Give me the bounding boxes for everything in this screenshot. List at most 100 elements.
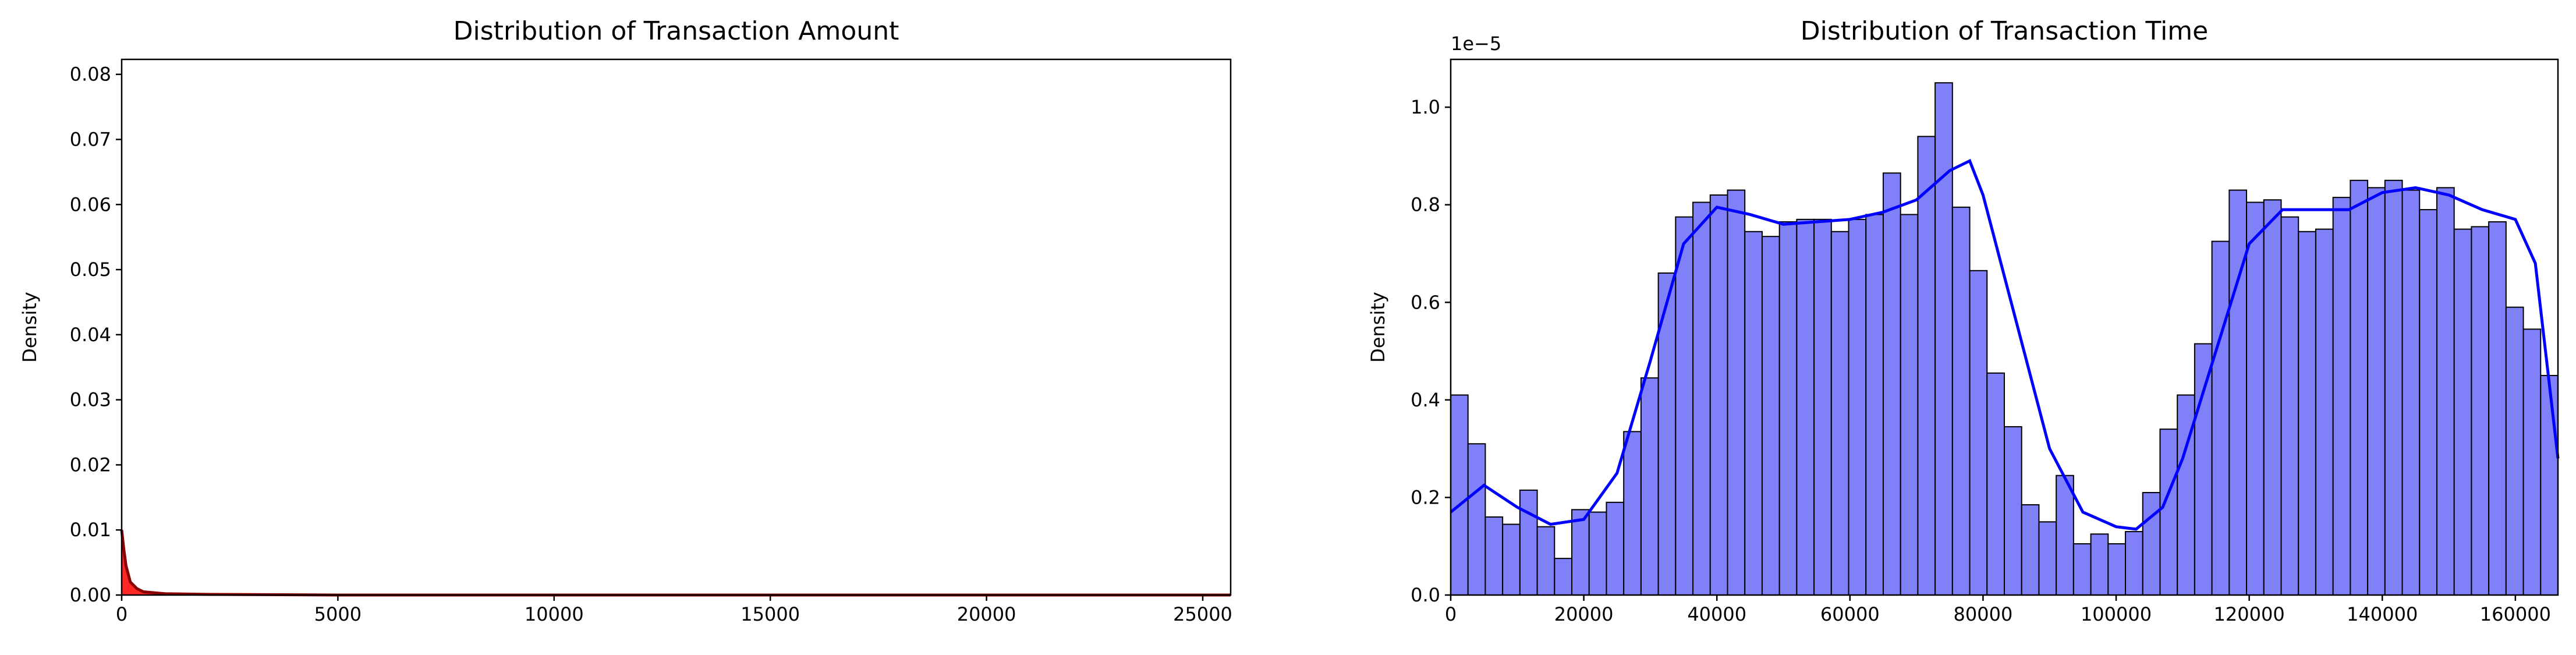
- x-tick-label: 120000: [2214, 603, 2285, 625]
- axes-frame: [121, 58, 1232, 596]
- y-tick-label: 0.03: [70, 389, 111, 411]
- axes-frame: [1450, 58, 2559, 596]
- y-tick-label: 0.4: [1411, 389, 1440, 411]
- histogram-bar: [2350, 179, 2369, 596]
- histogram-bar: [2090, 533, 2109, 596]
- y-tick-label: 0.2: [1411, 486, 1440, 508]
- histogram-bar: [2488, 221, 2507, 596]
- y-tick-label: 0.00: [70, 584, 111, 606]
- x-tick-label: 20000: [1554, 603, 1614, 625]
- histogram-bar: [2419, 209, 2437, 596]
- histogram-bar: [2159, 429, 2178, 596]
- x-tick-label: 0: [116, 603, 127, 625]
- histogram-bar: [1969, 270, 1988, 596]
- histogram-bar: [1778, 221, 1798, 596]
- y-tick-label: 0.04: [70, 324, 111, 346]
- histogram-bar: [2367, 187, 2386, 596]
- y-axis-label: Density: [19, 292, 41, 363]
- histogram-bar: [1606, 501, 1625, 596]
- histogram-bar: [1934, 82, 1953, 596]
- histogram-bar: [2038, 521, 2057, 596]
- histogram-bar: [1900, 214, 1919, 596]
- histogram-bar: [2298, 231, 2316, 596]
- x-tick-label: 0: [1445, 603, 1457, 625]
- histogram-bar: [1709, 194, 1728, 596]
- histogram-bar: [1554, 558, 1573, 596]
- x-tick-label: 100000: [2081, 603, 2152, 625]
- histogram-bar: [2384, 179, 2403, 596]
- histogram-bar: [2401, 189, 2421, 596]
- histogram-bar: [1519, 489, 1538, 596]
- histogram-bar: [2211, 240, 2230, 596]
- y-tick-label: 0.05: [70, 259, 111, 281]
- kde-fill: [122, 530, 1231, 595]
- x-tick-label: 140000: [2347, 603, 2418, 625]
- histogram-bar: [2522, 328, 2542, 596]
- histogram-bar: [1640, 377, 1659, 596]
- y-tick-label: 0.6: [1411, 291, 1440, 313]
- histogram-bar: [1865, 214, 1884, 596]
- histogram-bar: [1675, 216, 1694, 596]
- x-tick-label: 60000: [1820, 603, 1880, 625]
- histogram-bar: [1536, 526, 1555, 596]
- histogram-bar: [2228, 189, 2248, 596]
- histogram-bar: [2332, 197, 2351, 596]
- x-tick-label: 25000: [1173, 603, 1232, 625]
- histogram-bar: [1450, 394, 1469, 596]
- y-tick-label: 0.08: [70, 63, 111, 86]
- histogram-bar: [1502, 523, 1521, 596]
- x-tick-label: 5000: [314, 603, 362, 625]
- histogram-bar: [2315, 228, 2334, 596]
- histogram-bar: [2004, 426, 2022, 596]
- histogram-bar: [1623, 431, 1642, 596]
- histogram-bar: [1692, 201, 1711, 596]
- axis-offset-label: 1e−5: [1451, 33, 1501, 55]
- y-tick-label: 0.06: [70, 193, 111, 215]
- histogram-bar: [2471, 226, 2490, 596]
- chart-title: Distribution of Transaction Amount: [453, 16, 899, 46]
- histogram-bar: [1467, 443, 1486, 596]
- histogram-bar: [1951, 206, 1971, 596]
- kde-line: [1450, 158, 2560, 531]
- histogram-bar: [1986, 372, 2005, 596]
- histogram-bar: [1761, 236, 1780, 596]
- y-tick-label: 0.01: [70, 519, 111, 541]
- histogram-bar: [2540, 374, 2559, 596]
- y-tick-label: 0.8: [1411, 194, 1440, 216]
- histogram-bar: [1744, 231, 1763, 596]
- x-tick-label: 160000: [2480, 603, 2551, 625]
- histogram-bar: [2246, 201, 2265, 596]
- x-tick-label: 80000: [1954, 603, 2013, 625]
- histogram-bar: [2072, 543, 2092, 596]
- histogram-bar: [1813, 218, 1832, 596]
- histogram-bar: [2505, 306, 2524, 596]
- y-tick-label: 0.07: [70, 128, 111, 150]
- histogram-bar: [1484, 516, 1504, 596]
- histogram-bar: [1917, 136, 1936, 596]
- histogram-bar: [2194, 343, 2213, 596]
- x-tick-label: 15000: [740, 603, 800, 625]
- histogram-bar: [1571, 509, 1590, 596]
- histogram-bar: [2436, 187, 2455, 596]
- chart-title: Distribution of Transaction Time: [1801, 16, 2208, 46]
- kde-line: [120, 529, 1231, 597]
- histogram-bar: [2280, 216, 2299, 596]
- histogram-bar: [2021, 504, 2040, 596]
- y-tick-label: 1.0: [1411, 96, 1440, 118]
- histogram-bar: [2453, 228, 2472, 596]
- histogram-bar: [1882, 172, 1901, 596]
- x-tick-label: 40000: [1687, 603, 1746, 625]
- y-axis-label: Density: [1367, 292, 1389, 363]
- histogram-bar: [2107, 543, 2127, 596]
- y-tick-label: 0.0: [1411, 584, 1440, 606]
- histogram-bar: [2125, 531, 2143, 596]
- histogram-bar: [2142, 492, 2161, 596]
- subplot: 0 20000 40000 60000 80000 100000 120000 140000 1…: [1367, 16, 2560, 625]
- histogram-bar: [1830, 231, 1849, 596]
- histogram-bar: [1796, 218, 1815, 596]
- histogram-bar: [1727, 189, 1746, 596]
- histogram-bar: [2056, 475, 2074, 596]
- x-tick-label: 20000: [957, 603, 1016, 625]
